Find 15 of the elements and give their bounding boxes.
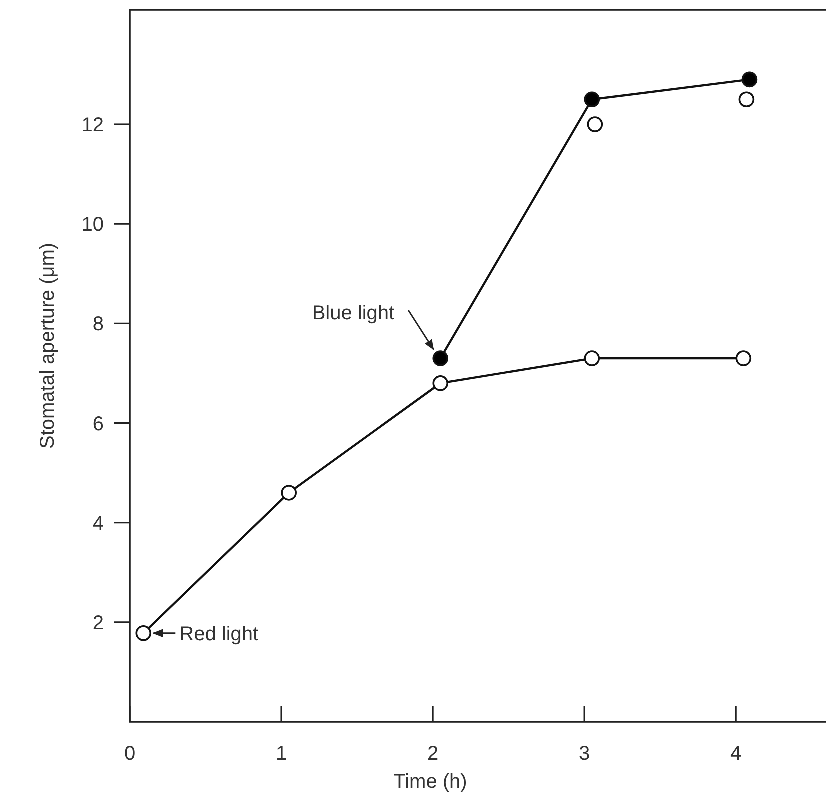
x-tick-label: 3 <box>579 743 590 765</box>
x-axis-title: Time (h) <box>394 771 468 793</box>
x-tick-label: 2 <box>427 743 439 765</box>
y-tick-label: 8 <box>92 314 104 336</box>
y-tick-label: 12 <box>82 114 104 137</box>
y-axis-title: Stomatal aperture (μm) <box>37 242 59 450</box>
annotation: Red light <box>180 623 260 646</box>
y-tick-label: 4 <box>92 512 104 535</box>
annotation: Blue light <box>312 302 396 325</box>
y-tick-label: 6 <box>92 413 104 436</box>
x-tick-label: 4 <box>730 743 742 765</box>
x-tick-label: 1 <box>276 743 288 765</box>
y-tick-label: 2 <box>92 612 104 634</box>
y-tick-label: 10 <box>82 214 104 236</box>
x-tick-label: 0 <box>124 743 136 765</box>
